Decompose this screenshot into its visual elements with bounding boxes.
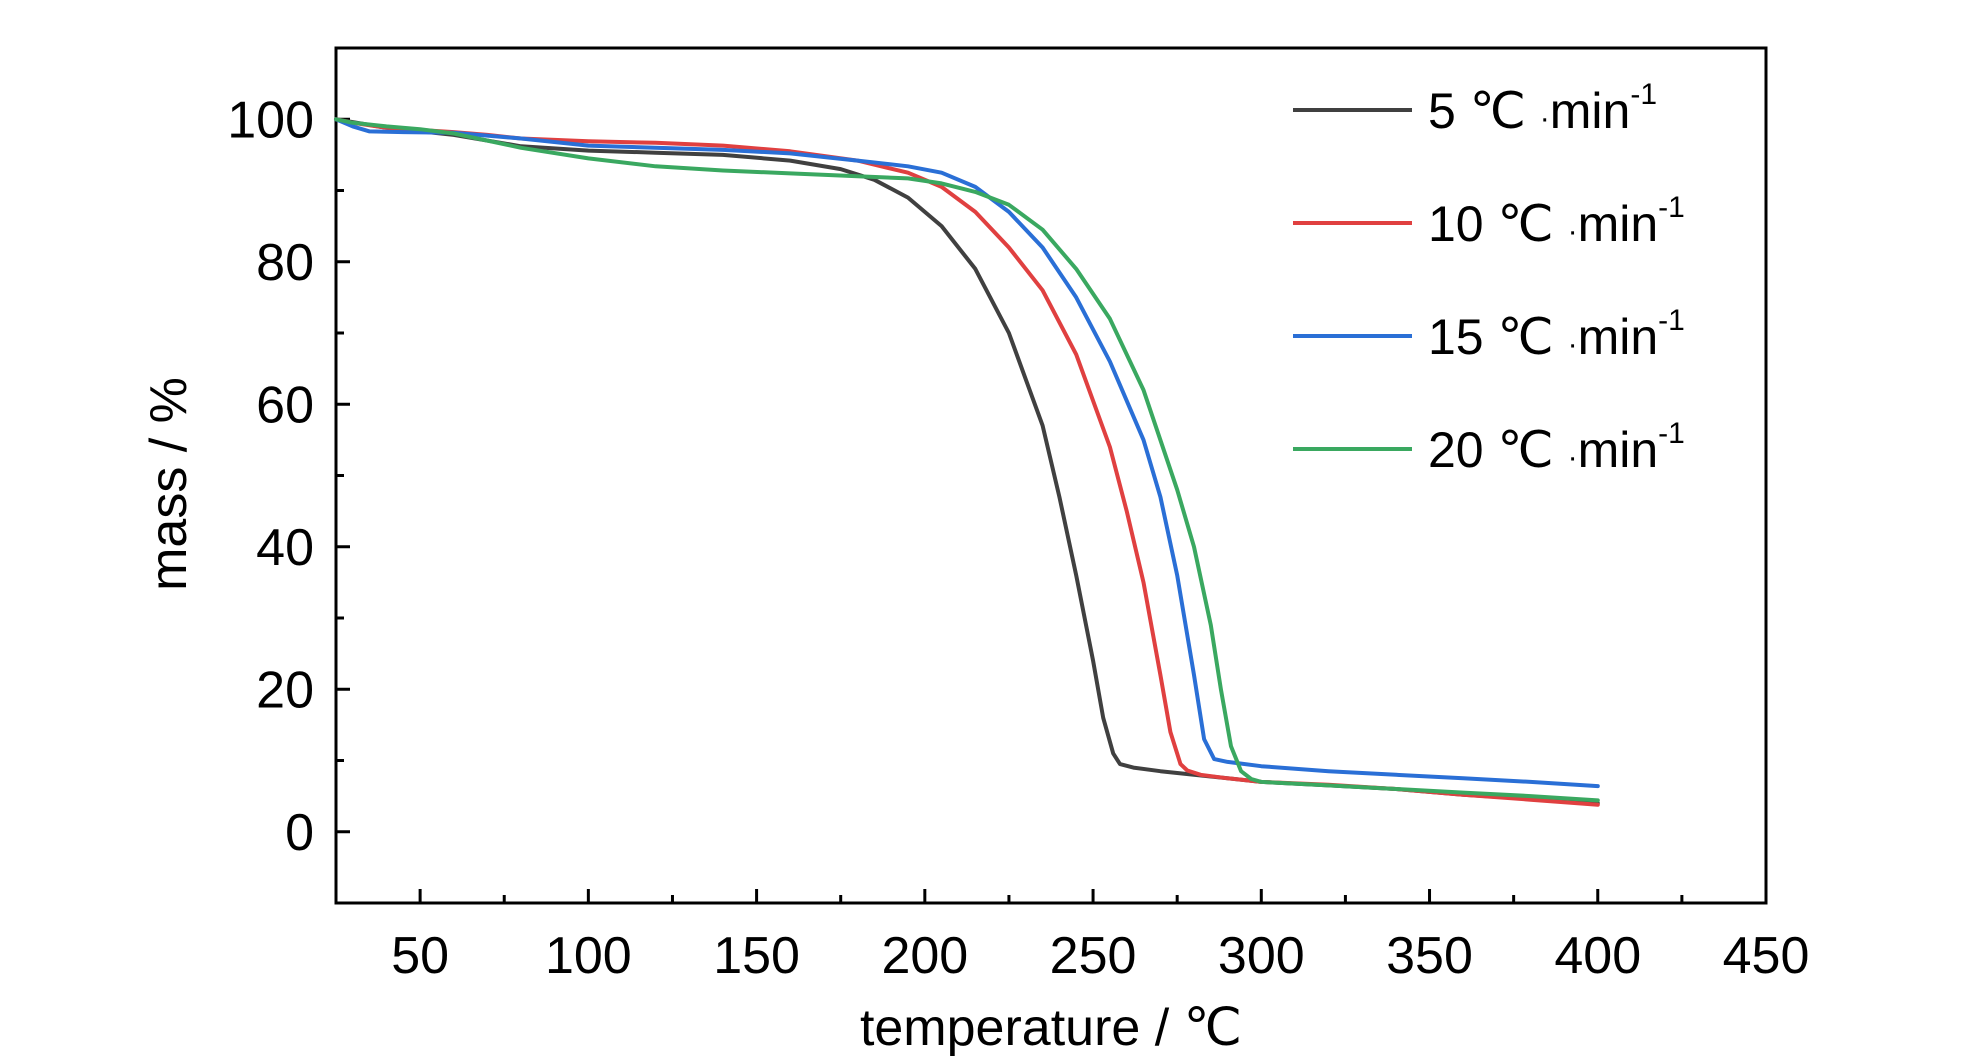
legend-label-1: 5 ℃ ·min-1 [1428, 78, 1657, 139]
x-tick-label: 200 [881, 927, 968, 985]
x-tick-label: 450 [1723, 927, 1810, 985]
series-line-3 [334, 117, 1600, 789]
x-tick-label: 50 [391, 927, 449, 985]
legend: 5 ℃ ·min-1 10 ℃ ·min-1 15 ℃ ·min-1 20 ℃ ·mi… [1293, 78, 1685, 478]
legend-label-4: 20 ℃ ·min-1 [1428, 417, 1685, 478]
y-tick-label: 80 [256, 234, 314, 292]
y-tick-label: 100 [227, 91, 314, 149]
legend-label-3: 15 ℃ ·min-1 [1428, 304, 1685, 365]
x-tick-label: 150 [713, 927, 800, 985]
y-tick-label: 20 [256, 661, 314, 719]
series-lines [334, 117, 1600, 807]
series-line-4 [334, 117, 1600, 803]
y-axis-ticks: 0 20 40 60 80 100 [227, 91, 350, 862]
x-tick-label: 100 [545, 927, 632, 985]
legend-label-2: 10 ℃ ·min-1 [1428, 191, 1685, 252]
x-tick-label: 300 [1218, 927, 1305, 985]
x-tick-label: 350 [1386, 927, 1473, 985]
x-axis-title: temperature / ℃ [860, 999, 1242, 1057]
y-axis-title: mass / % [140, 377, 198, 591]
y-tick-label: 0 [285, 804, 314, 862]
x-tick-label: 400 [1554, 927, 1641, 985]
x-axis-ticks: 50 100 150 200 250 300 350 400 450 [391, 889, 1809, 985]
y-tick-label: 40 [256, 519, 314, 577]
x-tick-label: 250 [1050, 927, 1137, 985]
y-tick-label: 60 [256, 376, 314, 434]
